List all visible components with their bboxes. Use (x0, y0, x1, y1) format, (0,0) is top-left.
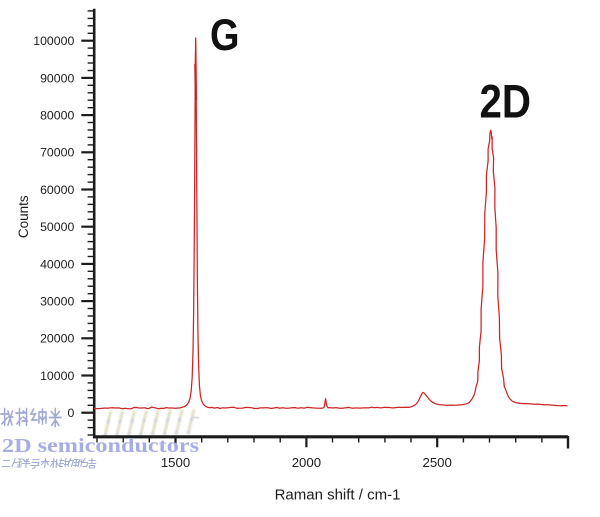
svg-text:1500: 1500 (161, 455, 190, 470)
svg-text:100000: 100000 (33, 34, 74, 48)
svg-text:0: 0 (67, 406, 74, 420)
svg-text:80000: 80000 (40, 109, 74, 123)
svg-text:20000: 20000 (40, 332, 74, 346)
svg-text:2D: 2D (480, 75, 532, 128)
svg-text:40000: 40000 (40, 257, 74, 271)
svg-text:70000: 70000 (40, 146, 74, 160)
svg-text:50000: 50000 (40, 220, 74, 234)
svg-text:10000: 10000 (40, 369, 74, 383)
svg-text:2500: 2500 (423, 455, 452, 470)
svg-text:90000: 90000 (40, 71, 74, 85)
svg-text:G: G (210, 11, 240, 60)
svg-text:2000: 2000 (292, 455, 321, 470)
svg-text:60000: 60000 (40, 183, 74, 197)
svg-text:Raman shift / cm-1: Raman shift / cm-1 (275, 486, 401, 503)
svg-text:30000: 30000 (40, 295, 74, 309)
svg-text:2D semiconductors: 2D semiconductors (2, 435, 199, 457)
svg-text:Counts: Counts (16, 195, 31, 238)
